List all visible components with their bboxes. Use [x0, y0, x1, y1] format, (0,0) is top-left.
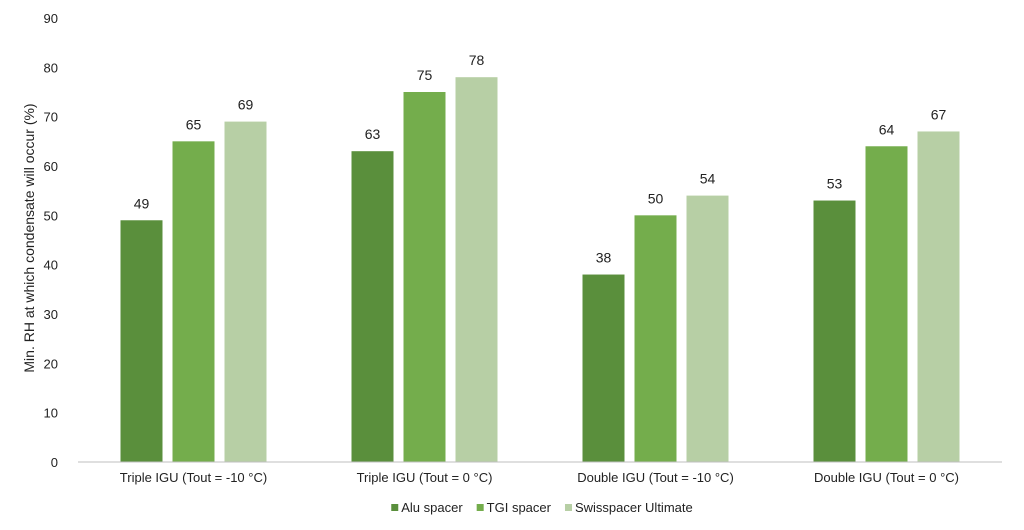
- data-label: 38: [596, 250, 612, 266]
- legend-swatch: [564, 504, 572, 511]
- y-tick-label: 90: [44, 11, 58, 26]
- data-label: 75: [417, 67, 433, 83]
- legend-item: Alu spacer: [391, 500, 463, 515]
- bar: [582, 274, 625, 462]
- bar: [455, 77, 498, 462]
- data-label: 67: [931, 106, 947, 122]
- bar: [634, 215, 677, 462]
- data-label: 69: [238, 97, 254, 113]
- data-labels: 49 65 69 63 75 78 38 50 54 53 64 67: [134, 52, 947, 265]
- data-label: 65: [186, 116, 202, 132]
- y-tick-label: 20: [44, 356, 58, 371]
- y-tick-label: 0: [51, 455, 58, 470]
- bar: [917, 131, 960, 462]
- y-tick-label: 80: [44, 60, 58, 75]
- x-axis-categories: Triple IGU (Tout = -10 °C) Triple IGU (To…: [120, 470, 959, 485]
- data-label: 49: [134, 195, 150, 211]
- y-tick-label: 70: [44, 110, 58, 125]
- bar: [686, 195, 729, 462]
- bar: [813, 200, 856, 463]
- bar: [120, 220, 163, 462]
- bar: [865, 146, 908, 462]
- x-category-label: Double IGU (Tout = 0 °C): [814, 470, 959, 485]
- x-category-label: Triple IGU (Tout = 0 °C): [357, 470, 493, 485]
- data-label: 78: [469, 52, 485, 68]
- legend-swatch: [476, 504, 484, 511]
- legend-item: Swisspacer Ultimate: [564, 500, 693, 515]
- y-tick-label: 60: [44, 159, 58, 174]
- y-tick-label: 40: [44, 258, 58, 273]
- legend-item: TGI spacer: [476, 500, 552, 515]
- bar: [403, 92, 446, 462]
- legend-label: Alu spacer: [401, 500, 463, 515]
- data-label: 50: [648, 190, 664, 206]
- bars: [120, 77, 960, 463]
- y-tick-label: 10: [44, 406, 58, 421]
- y-tick-label: 50: [44, 208, 58, 223]
- data-label: 54: [700, 171, 716, 187]
- bar: [351, 151, 394, 462]
- y-axis-ticks: 0 10 20 30 40 50 60 70 80 90: [44, 11, 58, 470]
- data-label: 63: [365, 126, 381, 142]
- x-category-label: Triple IGU (Tout = -10 °C): [120, 470, 267, 485]
- x-category-label: Double IGU (Tout = -10 °C): [577, 470, 734, 485]
- bar: [172, 141, 215, 463]
- legend-label: TGI spacer: [487, 500, 552, 515]
- legend-swatch: [391, 504, 399, 511]
- y-axis-label: Min. RH at which condensate will occur (…: [21, 103, 37, 372]
- legend-label: Swisspacer Ultimate: [575, 500, 693, 515]
- y-tick-label: 30: [44, 307, 58, 322]
- data-label: 53: [827, 176, 843, 192]
- legend: Alu spacer TGI spacer Swisspacer Ultimate: [391, 500, 693, 515]
- bar: [224, 121, 267, 462]
- data-label: 64: [879, 121, 895, 137]
